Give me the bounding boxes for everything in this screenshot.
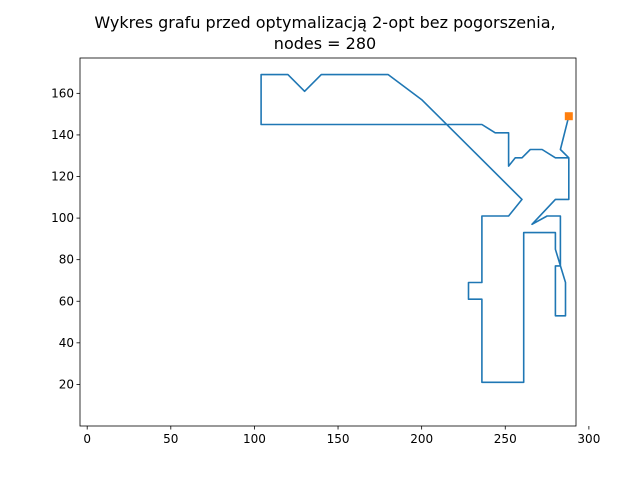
y-tick-label: 40 — [59, 336, 74, 350]
x-tick-label: 100 — [243, 432, 266, 446]
y-axis: 20 40 60 80 100 120 140 160 — [51, 86, 80, 391]
x-tick-label: 150 — [327, 432, 350, 446]
x-tick-label: 200 — [410, 432, 433, 446]
axes-frame — [79, 57, 577, 427]
chart-title-line-2: nodes = 280 — [274, 34, 376, 53]
y-tick-label: 60 — [59, 294, 74, 308]
plot-area — [260, 73, 573, 384]
y-tick-label: 80 — [59, 253, 74, 267]
x-tick-label: 250 — [494, 432, 517, 446]
y-tick-label: 120 — [51, 170, 74, 184]
x-tick-label: 300 — [577, 432, 600, 446]
y-tick-label: 20 — [59, 377, 74, 391]
x-tick-label: 50 — [163, 432, 178, 446]
y-tick-label: 160 — [51, 86, 74, 100]
route-end-marker — [564, 112, 573, 121]
x-tick-label: 0 — [83, 432, 91, 446]
y-tick-label: 140 — [51, 128, 74, 142]
route-line — [260, 73, 570, 384]
y-tick-label: 100 — [51, 211, 74, 225]
chart-title-line-1: Wykres grafu przed optymalizacją 2-opt b… — [94, 13, 555, 32]
x-axis: 0 50 100 150 200 250 300 — [83, 426, 600, 446]
